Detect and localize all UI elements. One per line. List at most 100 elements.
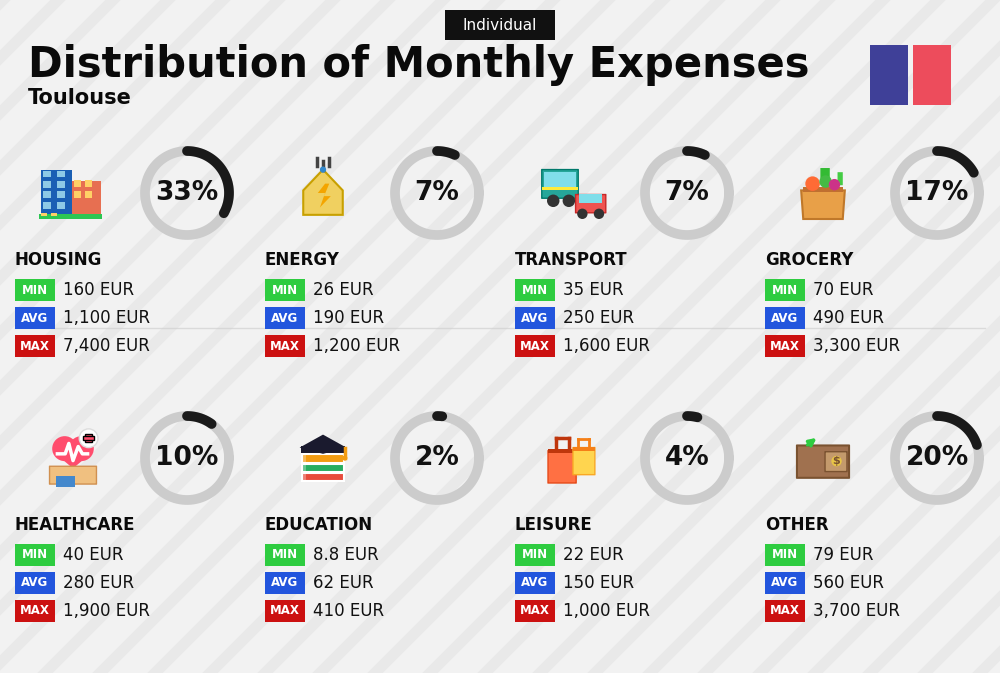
Text: 7%: 7%: [665, 180, 709, 206]
Text: OTHER: OTHER: [765, 516, 829, 534]
Text: Distribution of Monthly Expenses: Distribution of Monthly Expenses: [28, 44, 810, 86]
Text: HOUSING: HOUSING: [15, 251, 102, 269]
FancyBboxPatch shape: [765, 279, 805, 301]
Text: 10%: 10%: [155, 445, 219, 471]
FancyBboxPatch shape: [43, 171, 51, 178]
Circle shape: [577, 209, 588, 219]
Text: 8.8 EUR: 8.8 EUR: [313, 546, 379, 564]
Text: 20%: 20%: [905, 445, 969, 471]
FancyBboxPatch shape: [765, 307, 805, 329]
Text: AVG: AVG: [271, 312, 299, 324]
FancyBboxPatch shape: [85, 434, 92, 442]
Text: 22 EUR: 22 EUR: [563, 546, 624, 564]
FancyBboxPatch shape: [57, 181, 65, 188]
Text: AVG: AVG: [771, 577, 799, 590]
FancyBboxPatch shape: [765, 335, 805, 357]
FancyBboxPatch shape: [15, 279, 55, 301]
Text: AVG: AVG: [521, 312, 549, 324]
FancyBboxPatch shape: [265, 544, 305, 566]
FancyBboxPatch shape: [548, 451, 576, 483]
Text: 410 EUR: 410 EUR: [313, 602, 384, 620]
Text: AVG: AVG: [21, 312, 49, 324]
Text: Individual: Individual: [463, 17, 537, 32]
FancyBboxPatch shape: [573, 448, 595, 474]
Text: MIN: MIN: [22, 548, 48, 561]
FancyBboxPatch shape: [41, 170, 72, 217]
Circle shape: [547, 194, 559, 207]
Text: 62 EUR: 62 EUR: [313, 574, 374, 592]
Text: 33%: 33%: [155, 180, 219, 206]
Text: MIN: MIN: [772, 548, 798, 561]
FancyBboxPatch shape: [72, 181, 101, 217]
FancyBboxPatch shape: [838, 172, 843, 185]
FancyBboxPatch shape: [579, 194, 602, 203]
FancyBboxPatch shape: [797, 446, 849, 478]
Text: 1,900 EUR: 1,900 EUR: [63, 602, 150, 620]
FancyBboxPatch shape: [302, 464, 306, 472]
Text: AVG: AVG: [271, 577, 299, 590]
FancyBboxPatch shape: [51, 213, 57, 217]
Text: 1,200 EUR: 1,200 EUR: [313, 337, 400, 355]
Circle shape: [342, 456, 347, 460]
FancyBboxPatch shape: [41, 213, 47, 217]
FancyBboxPatch shape: [302, 473, 306, 481]
FancyBboxPatch shape: [515, 572, 555, 594]
Text: 7%: 7%: [415, 180, 459, 206]
Text: MAX: MAX: [20, 604, 50, 618]
Polygon shape: [318, 184, 331, 207]
FancyBboxPatch shape: [74, 191, 81, 199]
FancyBboxPatch shape: [302, 473, 344, 481]
Text: MIN: MIN: [272, 283, 298, 297]
Text: 26 EUR: 26 EUR: [313, 281, 374, 299]
FancyBboxPatch shape: [43, 181, 51, 188]
Circle shape: [594, 209, 604, 219]
FancyBboxPatch shape: [56, 476, 75, 487]
Text: 160 EUR: 160 EUR: [63, 281, 134, 299]
FancyBboxPatch shape: [302, 464, 344, 472]
Text: 3,700 EUR: 3,700 EUR: [813, 602, 900, 620]
FancyBboxPatch shape: [39, 214, 102, 219]
Text: MAX: MAX: [520, 604, 550, 618]
FancyBboxPatch shape: [445, 10, 555, 40]
Circle shape: [829, 179, 840, 190]
FancyBboxPatch shape: [265, 600, 305, 622]
Text: Toulouse: Toulouse: [28, 88, 132, 108]
FancyBboxPatch shape: [515, 279, 555, 301]
Text: MIN: MIN: [22, 283, 48, 297]
Text: 35 EUR: 35 EUR: [563, 281, 624, 299]
Text: 1,000 EUR: 1,000 EUR: [563, 602, 650, 620]
Text: MAX: MAX: [770, 604, 800, 618]
Text: 190 EUR: 190 EUR: [313, 309, 384, 327]
FancyBboxPatch shape: [265, 307, 305, 329]
FancyBboxPatch shape: [870, 45, 908, 105]
FancyBboxPatch shape: [43, 191, 51, 199]
Text: AVG: AVG: [771, 312, 799, 324]
FancyBboxPatch shape: [265, 572, 305, 594]
Text: AVG: AVG: [521, 577, 549, 590]
FancyBboxPatch shape: [515, 544, 555, 566]
FancyBboxPatch shape: [573, 447, 595, 451]
Text: EDUCATION: EDUCATION: [265, 516, 373, 534]
FancyBboxPatch shape: [765, 572, 805, 594]
Text: 17%: 17%: [905, 180, 969, 206]
Circle shape: [52, 436, 77, 461]
Text: 79 EUR: 79 EUR: [813, 546, 874, 564]
Text: MAX: MAX: [20, 339, 50, 353]
Text: 2%: 2%: [415, 445, 459, 471]
Text: MIN: MIN: [772, 283, 798, 297]
FancyBboxPatch shape: [265, 335, 305, 357]
Text: MIN: MIN: [272, 548, 298, 561]
Text: 280 EUR: 280 EUR: [63, 574, 134, 592]
FancyBboxPatch shape: [576, 194, 606, 213]
FancyBboxPatch shape: [515, 335, 555, 357]
Circle shape: [819, 176, 832, 188]
FancyBboxPatch shape: [765, 544, 805, 566]
Text: $: $: [833, 456, 840, 466]
Polygon shape: [801, 190, 845, 219]
Circle shape: [320, 166, 326, 173]
Text: ENERGY: ENERGY: [265, 251, 340, 269]
Text: MIN: MIN: [522, 548, 548, 561]
FancyBboxPatch shape: [302, 454, 344, 462]
Text: MIN: MIN: [522, 283, 548, 297]
FancyBboxPatch shape: [57, 202, 65, 209]
